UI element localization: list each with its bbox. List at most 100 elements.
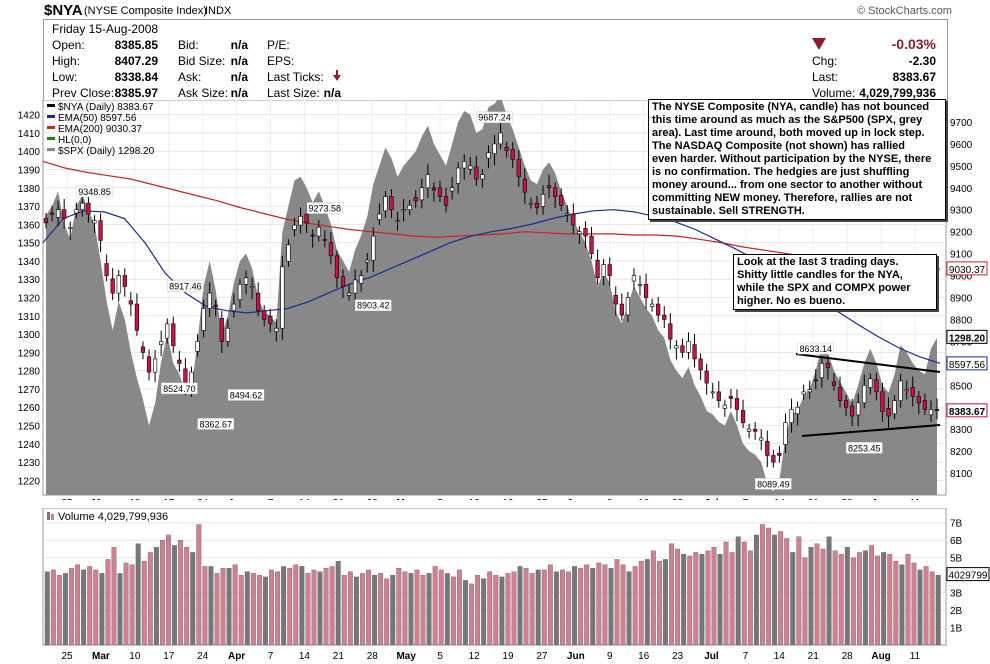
left-tick-label: 1270: [18, 385, 41, 396]
volume-bar: [547, 564, 553, 646]
volume-bar: [620, 564, 626, 646]
vol-callout-label: 4029799: [949, 571, 988, 582]
candle-body: [516, 158, 521, 178]
volume-bar: [923, 566, 929, 646]
annotation-box: [846, 442, 883, 454]
vol-x-tick-label: 9: [607, 651, 613, 662]
x-tick-label: 16: [638, 498, 650, 500]
volume-bar: [699, 554, 705, 646]
volume-bar: [784, 538, 790, 646]
bid-size-value: n/a: [230, 54, 248, 68]
volume-bar: [887, 554, 893, 646]
candle-body: [346, 292, 352, 296]
candle-body: [880, 391, 885, 412]
right-tick-label: 9400: [950, 184, 973, 195]
volume-bar: [275, 571, 281, 646]
volume-bar: [505, 573, 511, 646]
volume-bar: [178, 540, 184, 646]
volume-bar: [705, 550, 711, 646]
price-chart: 1420141014001390138013701360135013401330…: [18, 100, 988, 500]
candle-body: [740, 410, 746, 423]
volume-bar: [917, 569, 923, 646]
volume-bar: [190, 552, 196, 646]
candle-body: [716, 391, 721, 401]
candle-body: [546, 185, 552, 189]
candle-body: [686, 341, 691, 353]
volume-bar: [250, 573, 256, 646]
candle-body: [595, 259, 600, 279]
x-tick-label: 5: [437, 498, 443, 500]
candle-body: [643, 284, 649, 298]
candle-body: [165, 323, 170, 339]
vol-x-tick-label: May: [396, 651, 416, 662]
vol-x-tick-label: Apr: [228, 651, 245, 662]
volume-bar: [311, 569, 317, 646]
volume-bar: [287, 567, 293, 646]
volume-bar: [75, 564, 81, 646]
candle-body: [480, 174, 485, 180]
volume-bar: [335, 561, 341, 646]
right-tick-label: 8800: [950, 315, 973, 326]
volume-bar: [650, 550, 656, 646]
left-tick-label: 1350: [18, 239, 41, 250]
high-value: 8407.29: [114, 54, 158, 68]
vol-x-tick-label: 17: [163, 651, 175, 662]
low-label: Low:: [52, 70, 78, 84]
callout-label: 8383.67: [949, 407, 986, 418]
volume-bar: [899, 564, 905, 646]
volume-bar: [63, 573, 68, 646]
price-annotations: 9348.85 8917.46 8524.70 8494.62 8362.67 9273.…: [76, 111, 883, 490]
symbol: $NYA: [44, 2, 83, 19]
volume-bar: [160, 540, 165, 646]
volume-bar: [123, 562, 129, 646]
volume-bar: [935, 574, 941, 646]
x-tick-label: 28: [842, 498, 854, 500]
legend-entry: HL(0,0): [58, 135, 91, 146]
x-tick-label: 12: [468, 498, 480, 500]
low-value: 8338.84: [114, 70, 158, 84]
vol-x-tick-label: 24: [197, 651, 209, 662]
left-tick-label: 1240: [18, 440, 41, 451]
volume-bar: [226, 567, 232, 646]
volume-bar: [523, 567, 529, 646]
callout-box: [946, 261, 988, 276]
candle-body: [534, 202, 540, 208]
volume-bar: [723, 541, 729, 646]
right-tick-label: 9500: [950, 162, 973, 173]
volume-bar: [293, 564, 299, 646]
candle-body: [62, 209, 67, 219]
candle-body: [777, 453, 782, 456]
candle-body: [668, 323, 673, 340]
volume-bar: [408, 573, 414, 646]
last-value: 8383.67: [892, 70, 936, 84]
volume-bar: [299, 566, 305, 646]
candle-body: [371, 235, 376, 261]
candle-body: [146, 356, 152, 373]
volume-bar: [875, 555, 881, 646]
volume-bar: [220, 567, 226, 646]
left-tick-label: 1340: [18, 257, 41, 268]
candle-body: [625, 297, 630, 316]
volume-axis: 7B 6B 5B 3B 2B 1B 4029799: [946, 519, 990, 635]
volume-bar: [796, 536, 802, 646]
candle-body: [589, 235, 594, 254]
x-tick-label: 17: [163, 498, 175, 500]
annotation-box: [797, 342, 835, 355]
candle-body: [231, 303, 236, 311]
candle-body: [304, 213, 309, 224]
candle-body: [310, 234, 315, 237]
candle-body: [571, 213, 576, 226]
ask-size-label: Ask Size:: [178, 86, 229, 100]
bid-value: n/a: [230, 38, 248, 52]
candle-body: [316, 226, 321, 237]
x-tick-label: 14: [299, 498, 311, 500]
left-tick-label: 1380: [18, 184, 41, 195]
x-tick-label: 19: [502, 498, 514, 500]
volume-bar: [153, 547, 159, 646]
volume-bars: [44, 524, 941, 646]
left-tick-label: 1260: [18, 403, 41, 414]
candle-body: [492, 143, 497, 155]
candle-body: [510, 149, 515, 160]
candle-body: [565, 213, 570, 216]
volume-bar: [353, 576, 359, 646]
